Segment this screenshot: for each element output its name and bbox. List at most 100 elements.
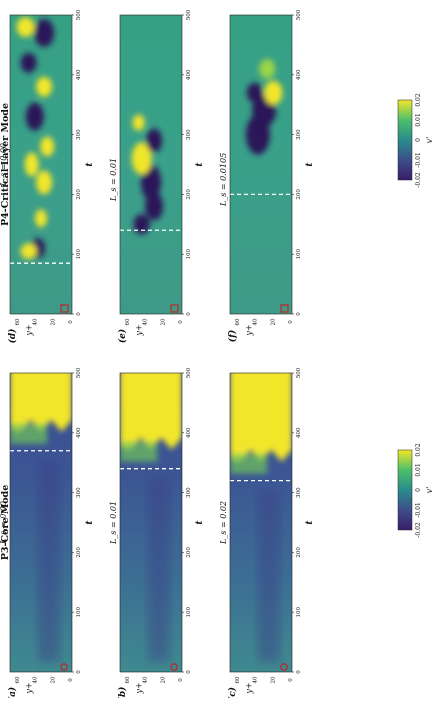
t-tick-label: 200 xyxy=(76,547,82,558)
heatmap-background xyxy=(10,15,72,314)
t-tick-label: 400 xyxy=(296,69,302,80)
y-tick-label: 0 xyxy=(68,320,74,324)
y-axis-label: y+ xyxy=(135,324,144,336)
y-tick-label: 20 xyxy=(270,676,276,683)
column-title: P3-Core Mode xyxy=(0,485,11,561)
panel-frame xyxy=(119,14,183,315)
colorbar-tick-label: -0.02 xyxy=(415,522,422,538)
panel-a: 0 100 200 300 400 500 t 0 20 40 60 y+ (a) L_s = 0.00 xyxy=(0,367,95,701)
panel-label: (f) xyxy=(227,330,238,342)
t-tick-label: 500 xyxy=(296,9,302,20)
y-axis-label: y+ xyxy=(245,324,254,336)
t-tick-label: 0 xyxy=(296,670,302,674)
t-tick-label: 300 xyxy=(296,129,302,140)
t-tick-label: 500 xyxy=(296,367,302,378)
t-tick-label: 100 xyxy=(296,248,302,259)
colorbar-label: v' xyxy=(425,137,434,144)
y-tick-label: 60 xyxy=(235,676,241,683)
panel-label: (e) xyxy=(117,329,128,343)
t-tick-label: 100 xyxy=(76,248,82,259)
column-title: P4-Critical Layer Mode xyxy=(0,103,11,226)
ls-annotation: L_s = 0.01 xyxy=(109,501,118,545)
panel-d: 0 100 200 300 400 500 t 0 20 40 60 y+ (d) L_s = 0.00 xyxy=(0,9,95,343)
panel-label: (c) xyxy=(227,687,238,698)
marker-c xyxy=(280,663,288,671)
colorbar-tick-label: -0.01 xyxy=(415,152,422,167)
heatmap-background xyxy=(230,15,292,314)
y-tick-label: 40 xyxy=(143,318,149,325)
panel-frame xyxy=(9,372,73,673)
panel-label: (b) xyxy=(117,687,128,698)
panel-frame xyxy=(229,14,293,315)
colorbar: -0.02 -0.01 0 0.01 0.02 v' xyxy=(397,93,434,188)
y-axis-label: y+ xyxy=(25,324,34,336)
y-tick-label: 60 xyxy=(235,318,241,325)
panel-f: 0 100 200 300 400 500 t 0 20 40 60 y+ (f) L_s = 0.010… xyxy=(219,9,315,342)
t-axis-label: t xyxy=(195,520,205,525)
y-axis-label: y+ xyxy=(245,682,254,694)
t-tick-label: 100 xyxy=(186,606,192,617)
t-tick-label: 400 xyxy=(296,427,302,438)
y-tick-label: 0 xyxy=(68,678,74,682)
y-tick-label: 40 xyxy=(33,318,39,325)
panel-frame xyxy=(119,372,183,673)
colorbar: -0.02 -0.01 0 0.01 0.02 v' xyxy=(397,443,434,538)
t-tick-label: 300 xyxy=(76,487,82,498)
y-tick-label: 60 xyxy=(125,676,131,683)
t-tick-label: 0 xyxy=(76,312,82,316)
t-axis-label: t xyxy=(305,520,315,525)
y-tick-label: 40 xyxy=(143,676,149,683)
marker-a xyxy=(60,663,68,671)
t-tick-label: 0 xyxy=(186,670,192,674)
t-axis-label: t xyxy=(305,162,315,167)
marker-e xyxy=(170,304,179,313)
t-tick-label: 0 xyxy=(76,670,82,674)
colorbar-tick-label: -0.01 xyxy=(415,502,422,517)
colorbar-tick-label: 0.02 xyxy=(415,443,422,457)
t-tick-label: 300 xyxy=(76,129,82,140)
panel-frame xyxy=(9,14,73,315)
t-tick-label: 100 xyxy=(296,606,302,617)
t-tick-label: 500 xyxy=(76,9,82,20)
y-tick-label: 20 xyxy=(160,676,166,683)
y-axis-label: y+ xyxy=(135,682,144,694)
t-tick-label: 400 xyxy=(186,427,192,438)
panel-frame xyxy=(229,372,293,673)
t-tick-label: 0 xyxy=(186,312,192,316)
panel-label: (a) xyxy=(7,687,18,698)
t-tick-label: 0 xyxy=(296,312,302,316)
panel-e: 0 100 200 300 400 500 t 0 20 40 60 y+ (e) L_s = 0.01 xyxy=(109,9,205,343)
t-axis-label: t xyxy=(85,520,95,525)
panel-label: (d) xyxy=(7,329,18,344)
t-tick-label: 100 xyxy=(76,606,82,617)
y-tick-label: 60 xyxy=(15,318,21,325)
t-axis-label: t xyxy=(195,162,205,167)
t-tick-label: 400 xyxy=(186,69,192,80)
t-tick-label: 100 xyxy=(186,248,192,259)
t-tick-label: 500 xyxy=(186,367,192,378)
colorbar-tick-label: -0.02 xyxy=(415,172,422,188)
t-tick-label: 300 xyxy=(186,129,192,140)
t-tick-label: 500 xyxy=(186,9,192,20)
t-tick-label: 500 xyxy=(76,367,82,378)
y-tick-label: 20 xyxy=(160,318,166,325)
ls-annotation: L_s = 0.01 xyxy=(109,158,118,202)
t-tick-label: 300 xyxy=(186,487,192,498)
y-tick-label: 40 xyxy=(253,318,259,325)
ls-annotation: L_s = 0.02 xyxy=(219,501,228,545)
t-axis-label: t xyxy=(85,162,95,167)
y-tick-label: 60 xyxy=(125,318,131,325)
y-axis-label: y+ xyxy=(25,682,34,694)
colorbar-tick-label: 0 xyxy=(415,488,422,492)
y-tick-label: 0 xyxy=(178,320,184,324)
marker-b xyxy=(170,663,178,671)
y-tick-label: 0 xyxy=(288,678,294,682)
y-tick-label: 40 xyxy=(253,676,259,683)
ls-annotation: L_s = 0.00 xyxy=(0,143,8,187)
marker-d xyxy=(60,304,69,313)
t-tick-label: 200 xyxy=(296,547,302,558)
colorbar-tick-label: 0.01 xyxy=(415,463,422,476)
panel-b: 0 100 200 300 400 500 t 0 20 40 60 y+ (b) L_s = 0.01 xyxy=(109,367,205,701)
